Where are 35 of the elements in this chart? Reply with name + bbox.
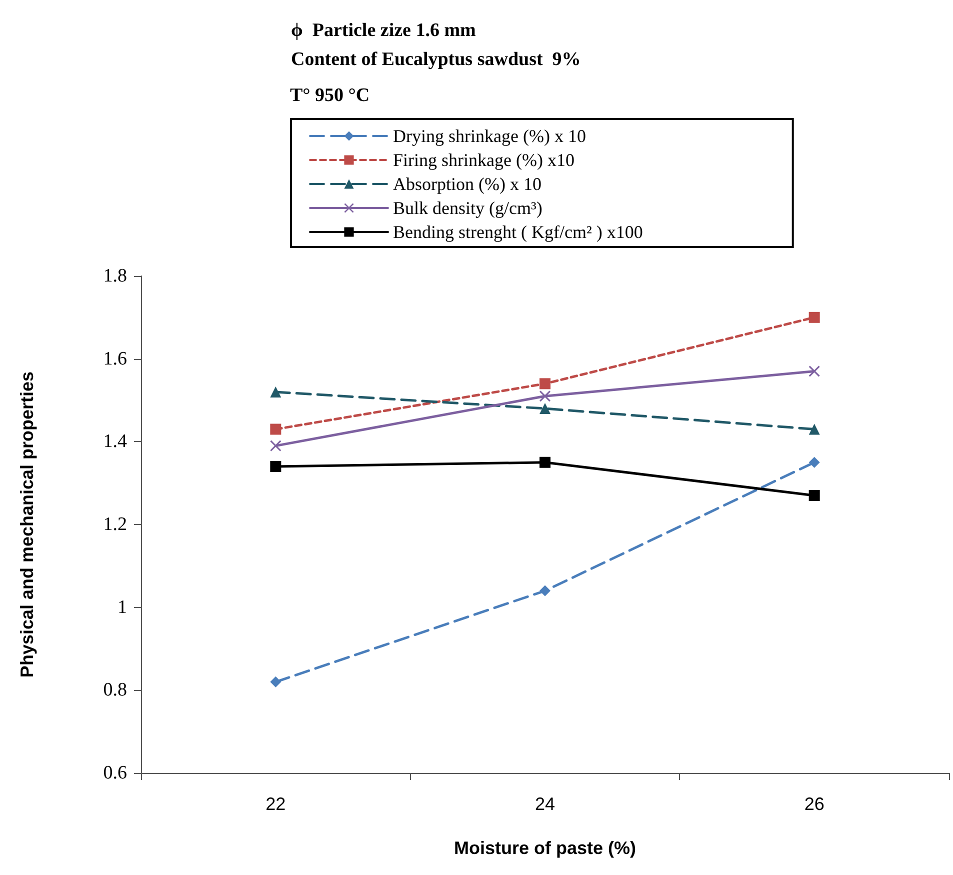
y-axis-title: Physical and mechanical properties [17, 371, 37, 678]
chart-subtitle: Content of Eucalyptus sawdust 9% [291, 49, 581, 70]
x-axis-title: Moisture of paste (%) [454, 838, 636, 858]
point [540, 585, 550, 596]
y-tick-label: 1 [118, 596, 127, 618]
y-tick-label: 1.6 [103, 348, 127, 370]
point [808, 312, 820, 323]
point [808, 490, 820, 502]
y-tick-label: 0.6 [103, 762, 127, 784]
point [540, 390, 550, 402]
point [270, 386, 282, 398]
legend-label: Firing shrinkage (%) x10 [393, 150, 574, 170]
point [270, 676, 282, 688]
text: T° 950 °C [290, 85, 370, 106]
x-tick-label: 24 [534, 794, 556, 814]
point [540, 378, 550, 390]
point [808, 456, 820, 468]
y-tick-label: 1.8 [103, 266, 127, 286]
point [540, 403, 550, 414]
legend-label: Bending strenght ( Kgf/cm² ) x100 [393, 222, 643, 242]
legend-label: Absorption (%) x 10 [393, 174, 542, 194]
point [808, 366, 820, 377]
x-tick-label: 22 [266, 794, 286, 814]
y-tick-label: 0.8 [103, 680, 127, 701]
point [270, 461, 282, 472]
point [540, 456, 550, 468]
point [270, 440, 282, 452]
point [270, 424, 282, 435]
x-tick-label: 26 [804, 794, 824, 814]
y-tick-label: 1.2 [103, 514, 127, 535]
legend-label: Bulk density (g/cm³) [393, 198, 542, 218]
legend-label: Drying shrinkage (%) x 10 [393, 126, 586, 146]
point [808, 424, 820, 435]
chart-title: ϕ Particle zize 1.6 mm [291, 20, 476, 41]
y-tick-label: 1.4 [103, 431, 128, 452]
